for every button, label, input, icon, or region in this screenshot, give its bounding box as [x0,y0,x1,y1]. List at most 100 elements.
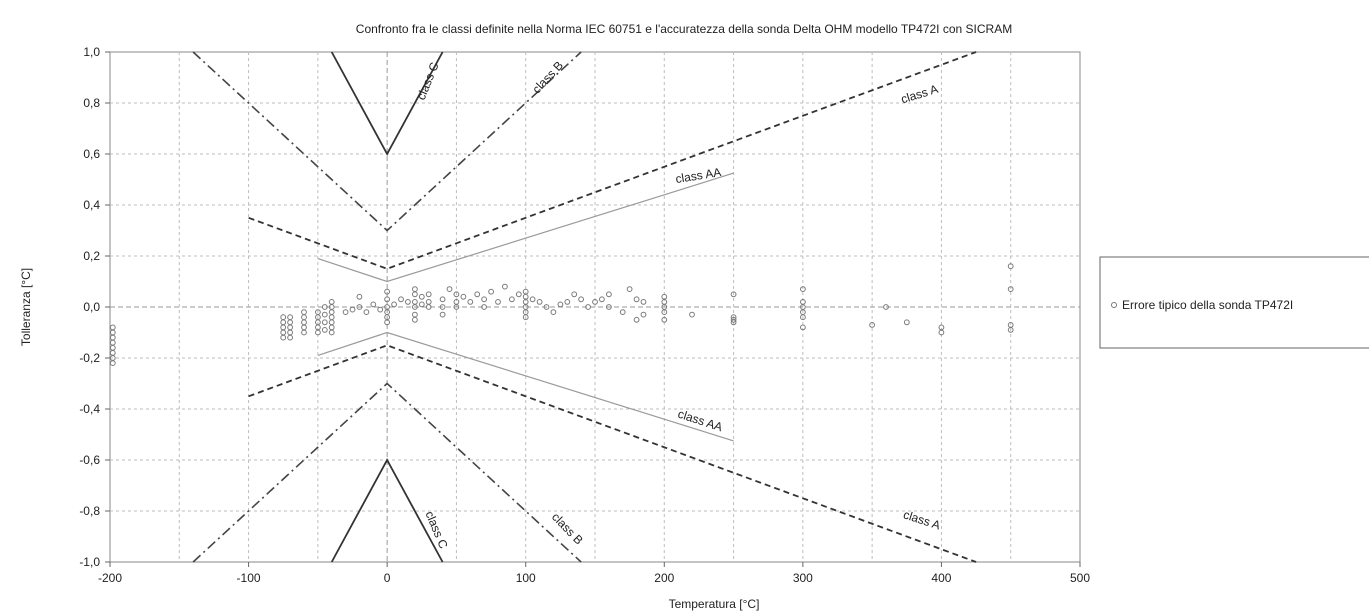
data-point [640,311,647,318]
data-point [301,324,307,331]
class-annotation: class AA [674,165,722,186]
data-point [502,283,508,290]
data-point [109,324,116,331]
data-point [425,291,432,298]
data-point [384,288,391,295]
data-point [287,324,294,331]
data-point [384,319,391,326]
data-point [412,316,418,323]
data-point [585,304,591,310]
data-point [356,304,363,310]
data-point [321,304,328,310]
data-point [543,304,550,310]
data-point [287,319,294,326]
x-tick-label: 200 [654,571,674,585]
data-point [633,296,640,303]
x-tick-label: -200 [98,571,122,585]
class-annotation: class C [422,509,450,551]
data-point [328,299,335,305]
y-tick-label: -0,6 [79,453,100,467]
chart-title: Confronto fra le classi definite nella N… [356,22,1012,36]
data-point [730,316,737,323]
data-point [280,324,287,331]
data-point [109,360,116,367]
data-point [730,319,737,326]
data-point [280,319,287,326]
data-point [328,329,335,336]
data-point [280,334,287,341]
data-point [301,314,307,321]
data-point [488,288,495,295]
y-tick-label: 0,8 [83,96,100,110]
class-c-upper-line [330,51,444,156]
class-b-lower-line [192,382,582,563]
data-point [1007,286,1014,293]
data-point [280,329,287,336]
y-tick-label: 0,2 [83,249,100,263]
data-point [377,306,384,313]
data-point [439,311,446,318]
x-tick-label: 0 [384,571,391,585]
legend-box [1099,256,1369,349]
data-point [321,327,328,333]
data-point [599,296,605,303]
data-point [109,329,116,336]
data-point [481,304,488,310]
data-point [564,299,571,305]
data-point [606,304,612,310]
data-point [412,291,418,298]
y-tick-label: 0,4 [83,198,100,212]
data-point [661,309,668,316]
data-point [550,309,557,316]
data-point [356,293,363,300]
data-point [869,322,875,328]
class-annotation: class B [529,58,566,96]
class-aa-upper-line [317,172,734,283]
data-point [412,299,418,305]
data-point [460,293,467,300]
data-point [425,304,432,310]
data-point [800,286,806,293]
data-point [495,299,501,305]
data-point [481,296,488,303]
x-tick-label: 300 [793,571,813,585]
data-point [418,301,425,308]
data-point [109,344,116,351]
data-point [412,304,418,310]
data-point [536,299,543,305]
x-tick-labels: -200 -100 0 100 200 300 400 500 [98,571,1090,585]
data-point [453,304,460,310]
class-aa-lower-line [317,331,734,442]
data-point [529,296,536,303]
y-tick-label: 0,0 [83,300,100,314]
data-point [412,311,418,318]
data-point [439,304,446,310]
data-point [109,334,116,341]
class-c-lower-line [330,458,444,563]
data-point [287,334,294,341]
data-point [287,329,294,336]
x-tick-label: 100 [516,571,536,585]
y-tick-label: -0,2 [79,351,100,365]
x-tick-label: 400 [931,571,951,585]
y-tick-label: -1,0 [79,555,100,569]
data-point [606,291,612,298]
data-point [557,301,564,308]
class-b-upper-line [192,51,582,232]
data-point [301,319,307,326]
data-point [328,309,335,316]
data-point [515,291,522,298]
x-tick-label: -100 [237,571,261,585]
data-point [301,309,307,316]
data-point [661,316,668,323]
data-point [342,309,349,316]
data-points [109,263,1014,367]
data-point [328,319,335,326]
data-point [370,301,377,308]
x-tick-label: 500 [1070,571,1090,585]
y-tick-label: -0,4 [79,402,100,416]
data-point [412,286,418,293]
data-point [391,301,398,308]
data-point [425,299,432,305]
legend-label: Errore tipico della sonda TP472I [1122,298,1293,312]
